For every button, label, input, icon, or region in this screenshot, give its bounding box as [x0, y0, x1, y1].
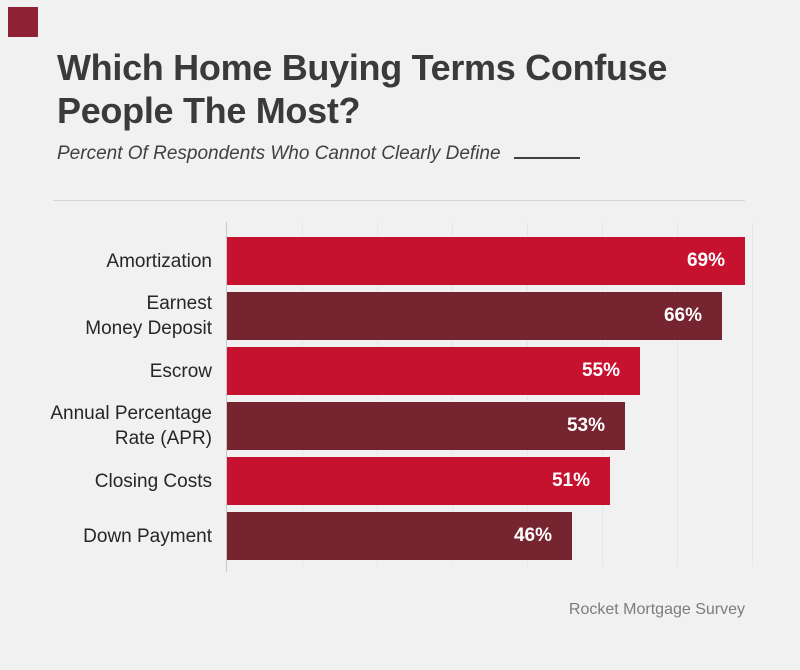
bar: 46% — [227, 512, 572, 560]
bar-row: Amortization 69% — [0, 237, 800, 285]
bar-row: Earnest Money Deposit 66% — [0, 292, 800, 340]
bar-row: Closing Costs 51% — [0, 457, 800, 505]
category-label: Earnest Money Deposit — [85, 293, 212, 339]
category-label: Annual Percentage Rate (APR) — [50, 403, 212, 449]
bar-chart: Amortization 69% Earnest Money Deposit 66% E… — [0, 222, 800, 572]
value-label: 53% — [566, 415, 605, 436]
bar: 66% — [227, 292, 722, 340]
bar: 55% — [227, 347, 640, 395]
y-axis-line — [226, 222, 227, 572]
title-line-2: People The Most? — [57, 90, 361, 131]
page-title: Which Home Buying Terms Confuse People T… — [57, 46, 667, 132]
value-label: 66% — [663, 305, 702, 326]
value-label: 69% — [686, 250, 725, 271]
bar: 69% — [227, 237, 745, 285]
chart-subtitle-text: Percent Of Respondents Who Cannot Clearl… — [57, 143, 501, 164]
category-label: Closing Costs — [94, 470, 212, 492]
gridline — [677, 222, 678, 566]
bar-row: Annual Percentage Rate (APR) 53% — [0, 402, 800, 450]
title-line-1: Which Home Buying Terms Confuse — [57, 47, 668, 88]
brand-red-square — [8, 7, 38, 37]
bar-row: Escrow 55% — [0, 347, 800, 395]
category-label: Escrow — [149, 360, 212, 382]
source-credit: Rocket Mortgage Survey — [568, 601, 745, 618]
divider-line — [53, 200, 745, 201]
bar: 51% — [227, 457, 610, 505]
chart-subtitle: Percent Of Respondents Who Cannot Clearl… — [57, 143, 580, 165]
bar: 53% — [227, 402, 625, 450]
blank-underline — [513, 157, 580, 159]
category-label: Down Payment — [83, 525, 212, 547]
value-label: 51% — [551, 470, 590, 491]
value-label: 46% — [513, 525, 552, 546]
value-label: 55% — [581, 360, 620, 381]
bar-row: Down Payment 46% — [0, 512, 800, 560]
category-label: Amortization — [106, 250, 212, 272]
gridline — [752, 222, 753, 566]
